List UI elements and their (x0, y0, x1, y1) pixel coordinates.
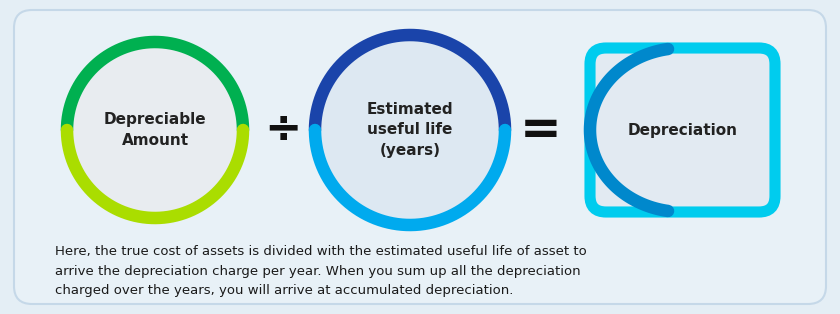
FancyBboxPatch shape (14, 10, 826, 304)
Text: Here, the true cost of assets is divided with the estimated useful life of asset: Here, the true cost of assets is divided… (55, 245, 587, 297)
Circle shape (315, 35, 505, 225)
Text: =: = (520, 106, 562, 154)
Text: Estimated
useful life
(years): Estimated useful life (years) (367, 101, 454, 159)
Text: Depreciable
Amount: Depreciable Amount (103, 112, 207, 148)
Text: ÷: ÷ (265, 109, 302, 151)
Circle shape (67, 42, 243, 218)
FancyBboxPatch shape (590, 48, 775, 212)
Text: Depreciation: Depreciation (627, 122, 738, 138)
